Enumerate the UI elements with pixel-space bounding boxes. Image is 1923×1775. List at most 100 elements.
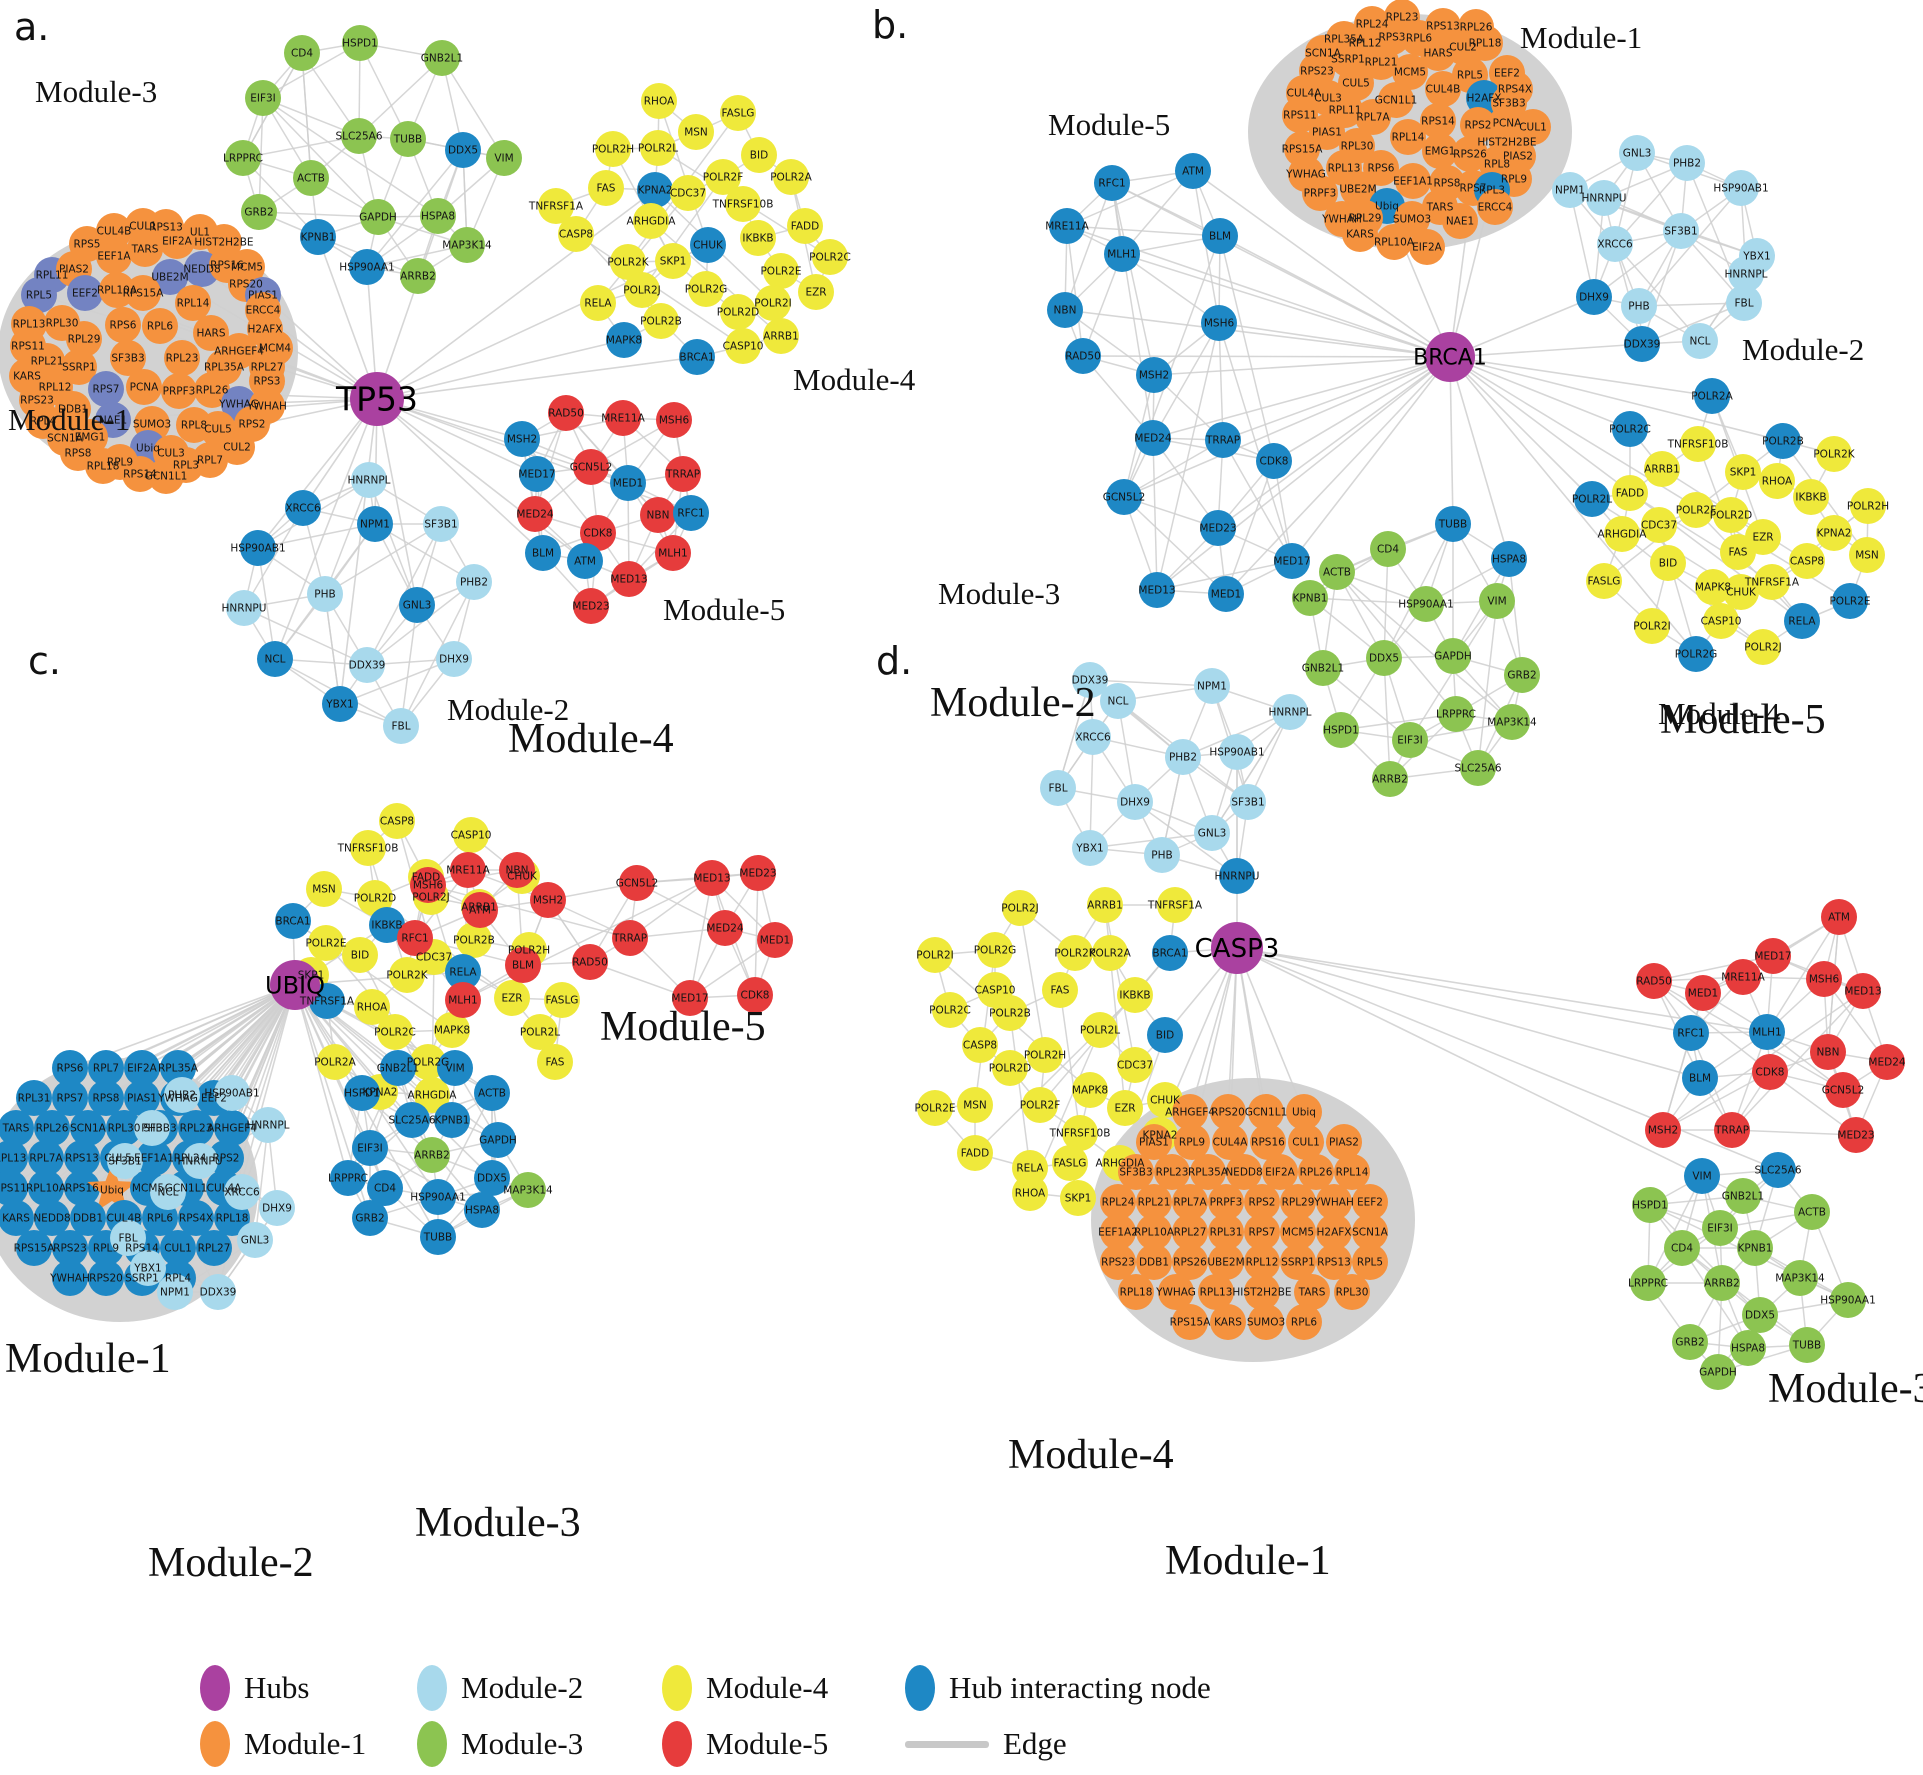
node-VIM[interactable]	[486, 140, 522, 176]
node-YBX1[interactable]	[130, 1250, 166, 1286]
node-PIAS2[interactable]	[1326, 1124, 1362, 1160]
node-FADD[interactable]	[957, 1135, 993, 1171]
node-DDX5[interactable]	[1366, 640, 1402, 676]
node-NCL[interactable]	[1682, 323, 1718, 359]
node-PHB[interactable]	[1144, 837, 1180, 873]
node-NBN[interactable]	[1810, 1034, 1846, 1070]
node-POLR2A[interactable]	[1694, 378, 1730, 414]
node-EEF1A2[interactable]	[1100, 1214, 1136, 1250]
node-RFC1[interactable]	[1673, 1015, 1709, 1051]
node-CUL1[interactable]	[1288, 1124, 1324, 1160]
node-RFC1[interactable]	[673, 495, 709, 531]
node-LRPPRC[interactable]	[330, 1160, 366, 1196]
node-NPM1[interactable]	[1552, 172, 1588, 208]
node-FASLG[interactable]	[1586, 563, 1622, 599]
node-HNRNPU[interactable]	[1219, 858, 1255, 894]
node-FAS[interactable]	[537, 1044, 573, 1080]
node-TNFRSF1A[interactable]	[1754, 564, 1790, 600]
node-CUL4A[interactable]	[1212, 1124, 1248, 1160]
node-TNFRSF1A[interactable]	[538, 188, 574, 224]
node-FASLG[interactable]	[720, 95, 756, 131]
node-MED23[interactable]	[740, 855, 776, 891]
node-CDK8[interactable]	[1256, 443, 1292, 479]
node-RAD50[interactable]	[1065, 338, 1101, 374]
node-ACTB[interactable]	[1794, 1194, 1830, 1230]
node-POLR2K[interactable]	[1057, 935, 1093, 971]
node-GNL3[interactable]	[237, 1222, 273, 1258]
node-RPL18[interactable]	[1118, 1274, 1154, 1310]
node-SCN1A[interactable]	[70, 1110, 106, 1146]
node-MED24[interactable]	[707, 910, 743, 946]
node-ARHGDIA[interactable]	[414, 1077, 450, 1113]
node-YWHAH[interactable]	[52, 1260, 88, 1296]
node-GNB2L1[interactable]	[1305, 650, 1341, 686]
node-UBE2M[interactable]	[152, 259, 188, 295]
node-KPNB1[interactable]	[1737, 1230, 1773, 1266]
node-MSH6[interactable]	[1806, 961, 1842, 997]
node-RPS26[interactable]	[1172, 1244, 1208, 1280]
hub-CASP3[interactable]	[1211, 922, 1263, 974]
node-MSN[interactable]	[306, 871, 342, 907]
node-POLR2E[interactable]	[1832, 583, 1868, 619]
node-HIST2H2BE[interactable]	[1244, 1274, 1280, 1310]
node-NAE1[interactable]	[1442, 203, 1478, 239]
node-MED24[interactable]	[1869, 1044, 1905, 1080]
node-PCNA[interactable]	[126, 369, 162, 405]
node-RELA[interactable]	[1012, 1150, 1048, 1186]
node-RPL7A[interactable]	[1172, 1184, 1208, 1220]
node-CDK8[interactable]	[580, 515, 616, 551]
node-RPS7[interactable]	[88, 371, 124, 407]
node-CASP8[interactable]	[962, 1027, 998, 1063]
node-VIM[interactable]	[1479, 583, 1515, 619]
node-RPS23[interactable]	[52, 1230, 88, 1266]
node-RHOA[interactable]	[354, 989, 390, 1025]
node-RPL27[interactable]	[196, 1230, 232, 1266]
node-POLR2C[interactable]	[377, 1014, 413, 1050]
node-CASP8[interactable]	[558, 216, 594, 252]
node-FADD[interactable]	[787, 208, 823, 244]
node-MRE11A[interactable]	[1725, 959, 1761, 995]
node-RPL13[interactable]	[1198, 1274, 1234, 1310]
node-GCN5L2[interactable]	[573, 449, 609, 485]
node-RPS2[interactable]	[1244, 1184, 1280, 1220]
node-DHX9[interactable]	[259, 1190, 295, 1226]
node-RELA[interactable]	[580, 285, 616, 321]
node-CASP8[interactable]	[1789, 543, 1825, 579]
node-HSP90AA1[interactable]	[1408, 586, 1444, 622]
node-POLR2D[interactable]	[720, 294, 756, 330]
node-POLR2I[interactable]	[917, 937, 953, 973]
node-MED24[interactable]	[517, 496, 553, 532]
node-GCN5L2[interactable]	[619, 865, 655, 901]
node-RPS15A[interactable]	[125, 275, 161, 311]
node-POLR2B[interactable]	[1765, 423, 1801, 459]
node-ACTB[interactable]	[474, 1075, 510, 1111]
node-BRCA1[interactable]	[1152, 935, 1188, 971]
node-BID[interactable]	[342, 937, 378, 973]
node-HSPD1[interactable]	[344, 1075, 380, 1111]
node-SF3B3[interactable]	[110, 340, 146, 376]
node-PHB2[interactable]	[1669, 145, 1705, 181]
node-POLR2I[interactable]	[1634, 608, 1670, 644]
node-HSPD1[interactable]	[1323, 712, 1359, 748]
node-FAS[interactable]	[588, 170, 624, 206]
node-DHX9[interactable]	[1117, 784, 1153, 820]
node-POLR2B[interactable]	[643, 303, 679, 339]
node-GNB2L1[interactable]	[380, 1050, 416, 1086]
node-CUL2[interactable]	[219, 429, 255, 465]
node-PHB[interactable]	[1621, 288, 1657, 324]
node-POLR2C[interactable]	[812, 239, 848, 275]
node-HSPA8[interactable]	[1730, 1330, 1766, 1366]
node-DDX39[interactable]	[1072, 662, 1108, 698]
node-GAPDH[interactable]	[360, 199, 396, 235]
node-MED23[interactable]	[573, 588, 609, 624]
node-HSPD1[interactable]	[342, 25, 378, 61]
node-Ubiq[interactable]	[87, 1164, 137, 1211]
node-POLR2K[interactable]	[389, 957, 425, 993]
node-LRPPRC[interactable]	[1438, 696, 1474, 732]
node-RPL24[interactable]	[1100, 1184, 1136, 1220]
node-NEDD8[interactable]	[1226, 1154, 1262, 1190]
node-BID[interactable]	[741, 137, 777, 173]
node-KPNB1[interactable]	[434, 1102, 470, 1138]
node-RPL23[interactable]	[178, 1110, 214, 1146]
node-MED1[interactable]	[610, 465, 646, 501]
